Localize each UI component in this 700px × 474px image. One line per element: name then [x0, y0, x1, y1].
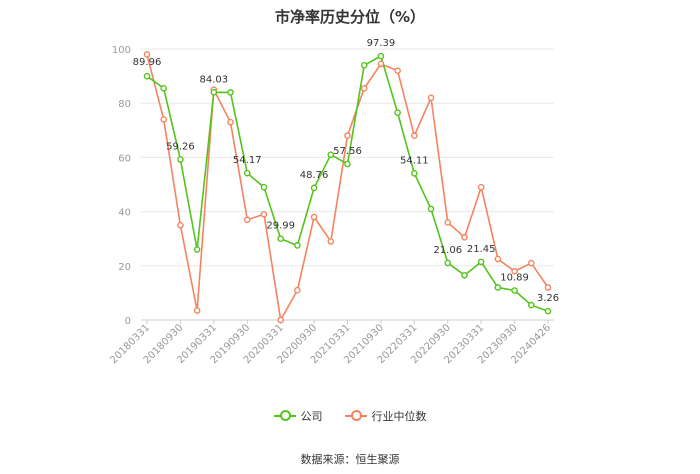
legend-item-industry[interactable]: 行业中位数	[344, 408, 427, 424]
data-point-company	[527, 301, 535, 309]
data-point-company	[277, 235, 284, 243]
legend-label-company: 公司	[300, 410, 323, 423]
data-point-industry	[294, 286, 301, 294]
data-point-company	[143, 72, 151, 80]
data-label: 10.89	[500, 272, 529, 283]
y-tick-label: 100	[112, 45, 131, 56]
legend-swatch-industry	[344, 410, 367, 421]
data-point-company	[477, 258, 485, 266]
data-label: 54.17	[233, 155, 262, 166]
data-point-industry	[177, 221, 184, 229]
data-point-company	[394, 109, 401, 116]
data-point-company	[377, 52, 385, 60]
data-label: 84.03	[200, 74, 229, 85]
legend-swatch-company	[273, 410, 296, 421]
data-point-industry	[344, 132, 351, 140]
data-label: 29.99	[266, 221, 295, 232]
data-label: 3.26	[537, 293, 559, 304]
series-points	[143, 51, 552, 324]
data-point-company	[461, 271, 468, 279]
data-point-industry	[411, 132, 418, 140]
data-point-industry	[444, 219, 452, 226]
series-line-industry	[146, 54, 549, 323]
source-note: 数据来源：恒生聚源	[300, 453, 400, 466]
data-point-industry	[394, 67, 401, 74]
data-point-industry	[227, 118, 234, 126]
data-label: 89.96	[133, 57, 162, 68]
data-label: 57.56	[333, 146, 362, 157]
data-label: 97.39	[367, 38, 396, 49]
data-point-industry	[461, 234, 468, 241]
data-label: 48.76	[300, 170, 329, 181]
data-point-industry	[260, 211, 268, 218]
data-point-industry	[160, 116, 168, 123]
chart-title: 市净率历史分位（%）	[274, 8, 426, 26]
data-point-company	[411, 170, 418, 177]
y-tick-label: 20	[118, 262, 131, 273]
data-point-industry	[243, 216, 251, 224]
data-label: 59.26	[166, 141, 195, 152]
series-lines	[146, 54, 549, 323]
y-axis: 0 20 40 60 80 100	[112, 45, 131, 327]
data-point-industry	[527, 259, 535, 267]
legend: 公司 行业中位数	[0, 408, 700, 424]
data-point-company	[427, 205, 435, 213]
data-point-industry	[377, 60, 385, 68]
data-label: 21.06	[433, 245, 462, 256]
data-point-industry	[477, 183, 485, 191]
data-point-industry	[310, 213, 318, 221]
y-tick-label: 60	[118, 153, 131, 164]
data-point-industry	[427, 94, 435, 102]
data-point-company	[227, 89, 234, 96]
data-point-industry	[277, 316, 284, 324]
data-point-company	[511, 287, 518, 294]
data-point-industry	[143, 51, 151, 58]
y-tick-label: 80	[118, 99, 131, 110]
data-point-company	[210, 88, 218, 96]
data-point-industry	[327, 238, 335, 245]
data-point-industry	[193, 307, 201, 314]
x-axis: 2018033120180930201903312019093020200331…	[108, 320, 553, 366]
data-point-company	[260, 183, 268, 191]
data-label: 21.45	[467, 244, 496, 255]
data-point-company	[344, 160, 351, 168]
data-point-company	[310, 184, 318, 192]
data-labels: 89.96 59.26 84.03 54.17 29.99 48.76 57.56 97.39…	[133, 38, 559, 304]
data-point-company	[294, 242, 301, 249]
data-point-industry	[494, 255, 502, 263]
data-point-company	[160, 84, 168, 92]
data-point-company	[243, 169, 251, 177]
y-tick-label: 0	[125, 316, 131, 327]
data-point-company	[193, 246, 201, 253]
y-tick-label: 40	[118, 208, 131, 219]
data-point-industry	[544, 284, 552, 291]
data-point-company	[327, 151, 335, 158]
data-point-industry	[511, 267, 518, 275]
data-point-industry	[360, 84, 368, 92]
legend-item-company[interactable]: 公司	[273, 408, 323, 424]
data-point-company	[444, 259, 452, 267]
data-point-company	[360, 61, 368, 69]
data-label: 54.11	[400, 155, 429, 166]
legend-label-industry: 行业中位数	[371, 410, 427, 423]
data-point-company	[177, 156, 184, 163]
data-point-company	[494, 284, 502, 291]
data-point-company	[544, 307, 552, 315]
